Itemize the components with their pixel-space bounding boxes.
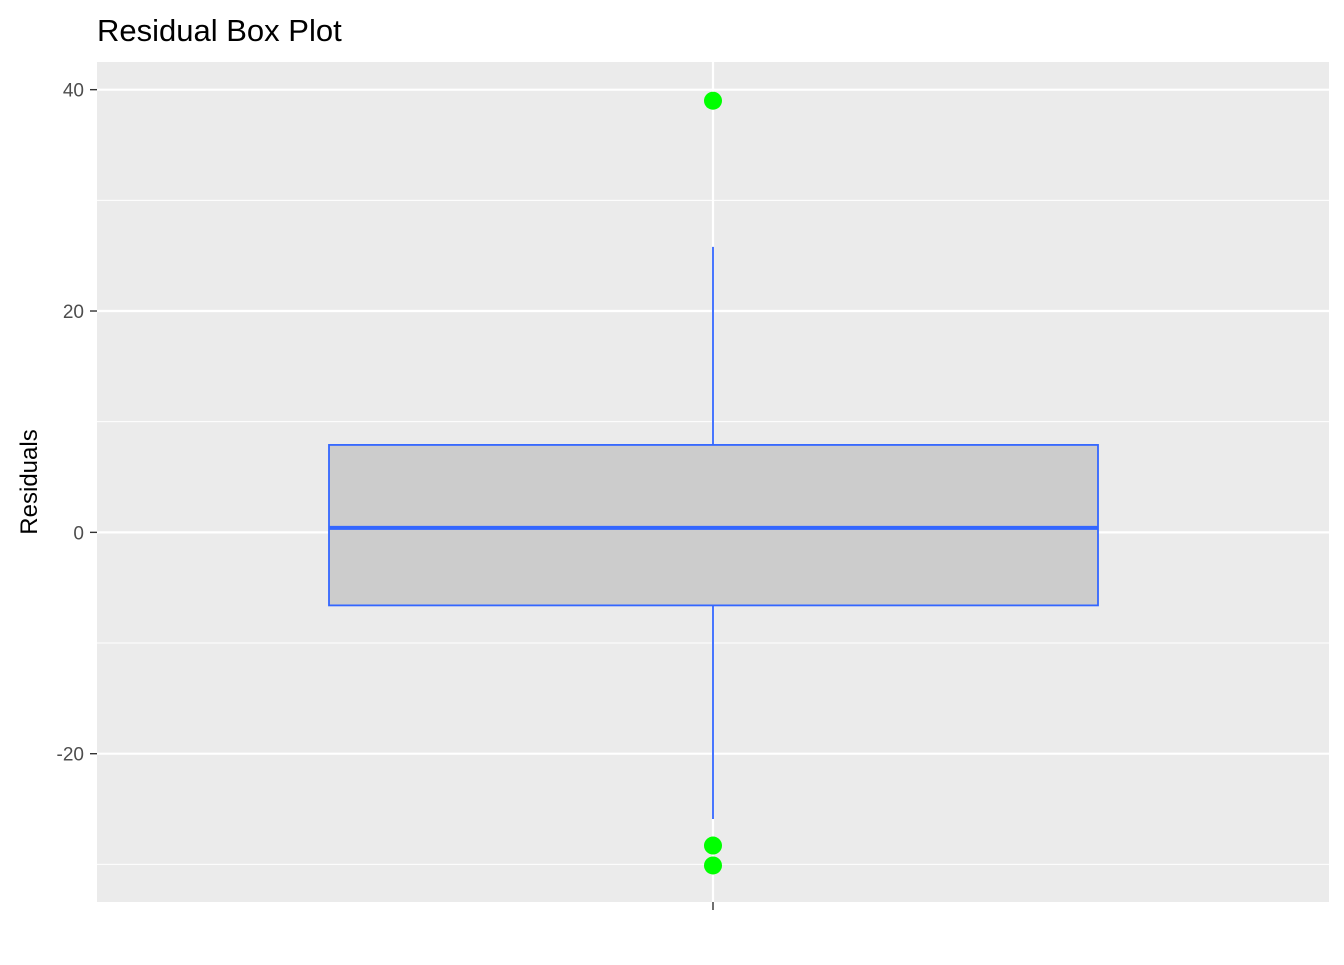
outlier-point [704, 836, 722, 855]
y-axis-tick-label: 20 [63, 302, 84, 323]
outlier-points [704, 91, 722, 875]
y-axis-tick-label: -20 [57, 745, 84, 766]
interquartile-box [328, 444, 1099, 607]
y-axis-tick-label: 40 [63, 81, 84, 102]
outlier-point [704, 856, 722, 875]
outlier-point [704, 91, 722, 110]
boxplot [328, 246, 1099, 819]
y-axis-tick-label: 0 [73, 523, 84, 544]
chart-title: Residual Box Plot [97, 13, 342, 48]
axes: -20 0 20 40 [57, 81, 714, 910]
y-axis-title: Residuals [16, 429, 43, 534]
